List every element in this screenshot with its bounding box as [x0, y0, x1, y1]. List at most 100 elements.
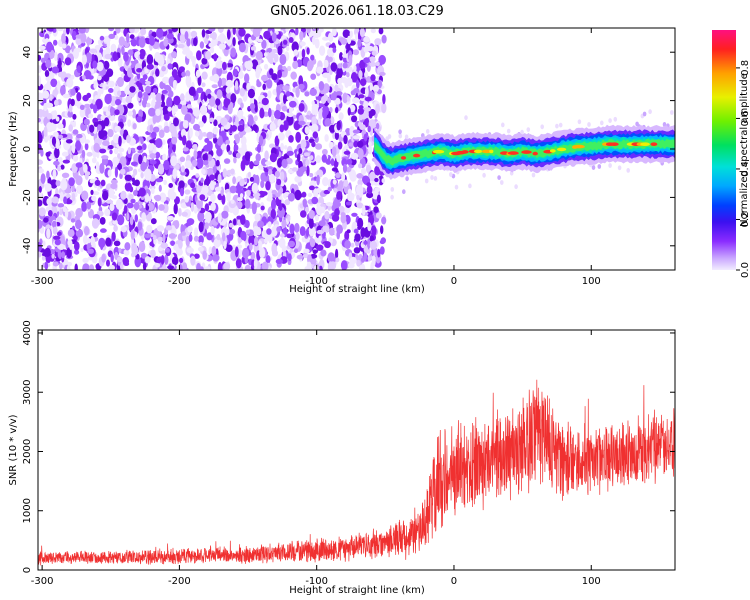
spectrogram-noise-cell — [101, 155, 109, 160]
spectrogram-noise-cell — [294, 175, 302, 183]
spectrogram-noise-cell — [190, 30, 198, 38]
spectrogram-noise-cell — [76, 65, 81, 73]
spectrogram-noise-cell — [314, 38, 320, 49]
spectrogram-noise-cell — [286, 95, 294, 101]
spectrogram-noise-cell — [301, 236, 306, 243]
spectrogram-noise-cell — [230, 47, 237, 58]
spectrogram-noise-cell — [76, 133, 83, 139]
spectrogram-noise-cell — [289, 223, 295, 235]
chart-title: GN05.2026.061.18.03.C29 — [270, 4, 444, 19]
spectrogram-noise-cell — [181, 104, 188, 115]
spectrogram-noise-cell — [137, 221, 143, 231]
spectrogram-noise-cell — [181, 231, 187, 236]
spectrogram-noise-cell — [89, 48, 97, 54]
spectrogram-noise-cell — [75, 162, 83, 168]
spectrogram-noise-cell — [202, 153, 208, 161]
spectrogram-noise-cell — [138, 187, 146, 197]
spectrogram-noise-cell — [280, 142, 284, 152]
spectrogram-noise-cell — [202, 160, 209, 166]
spectrogram-noise-cell — [55, 180, 61, 187]
spectrogram-noise-cell — [264, 63, 269, 70]
spectrogram-noise-cell — [347, 107, 351, 116]
spectrogram-noise-cell — [182, 135, 187, 146]
spectrogram-noise-cell — [135, 28, 140, 33]
colorbar-tick-label: 0.6 — [740, 110, 750, 126]
spectrogram-noise-cell — [76, 184, 83, 194]
spectrogram-noise-cell — [305, 135, 309, 141]
spectrogram-noise-cell — [57, 165, 62, 172]
spectrogram-noise-cell — [275, 258, 283, 265]
spectrogram-noise-cell — [208, 42, 215, 48]
spectrogram-noise-cell — [76, 92, 82, 102]
spectrogram-noise-cell — [131, 109, 137, 119]
spectrogram-noise-cell — [222, 135, 226, 142]
spectrogram-noise-cell — [351, 212, 358, 217]
spectrogram-noise-cell — [288, 135, 294, 143]
spectrogram-noise-cell — [134, 179, 140, 187]
spectrogram-noise-cell — [97, 52, 103, 63]
spectrogram-noise-cell — [43, 102, 48, 112]
spectrogram-noise-cell — [320, 206, 326, 214]
spectrogram-noise-cell — [44, 183, 52, 191]
spectrogram-ytick-label: -20 — [22, 189, 33, 205]
spectrogram-noise-cell — [234, 246, 239, 258]
spectrogram-noise-cell — [357, 217, 364, 229]
spectrogram-noise-cell — [213, 136, 217, 144]
spectrogram-noise-cell — [38, 92, 44, 104]
spectrogram-noise-cell — [220, 77, 228, 87]
spectrogram-noise-cell — [74, 263, 78, 270]
spectrogram-noise-cell — [349, 30, 353, 38]
spectrogram-noise-cell — [356, 173, 364, 179]
spectrogram-noise-cell — [322, 177, 329, 187]
spectrogram-noise-cell — [526, 127, 531, 132]
spectrogram-noise-cell — [316, 66, 324, 74]
spectrogram-noise-cell — [260, 172, 266, 182]
spectrogram-noise-cell — [269, 41, 275, 49]
spectrogram-noise-cell — [226, 29, 231, 40]
spectrogram-noise-cell — [75, 175, 83, 186]
spectrogram-noise-cell — [267, 221, 272, 228]
spectrogram-ridge-peak — [413, 153, 421, 158]
spectrogram-noise-cell — [133, 168, 138, 176]
spectrogram-noise-cell — [158, 204, 165, 211]
spectrogram-noise-cell — [357, 148, 364, 160]
spectrogram-noise-cell — [144, 174, 152, 181]
spectrogram-noise-cell — [327, 252, 335, 263]
spectrogram-noise-cell — [287, 112, 294, 118]
spectrogram-noise-cell — [304, 126, 310, 135]
spectrogram-noise-cell — [300, 210, 307, 218]
spectrogram-noise-cell — [374, 38, 382, 46]
spectrogram-noise-cell — [238, 42, 246, 53]
spectrogram-noise-cell — [322, 83, 330, 94]
colorbar-tick-label: 0.4 — [740, 161, 750, 177]
spectrogram-noise-cell — [88, 113, 94, 119]
spectrogram-ytick-label: 40 — [22, 46, 33, 59]
spectrogram-noise-cell — [358, 163, 363, 169]
spectrogram-noise-cell — [51, 196, 59, 204]
spectrogram-noise-cell — [167, 106, 172, 112]
spectrogram-noise-cell — [85, 52, 92, 64]
spectrogram-noise-cell — [114, 125, 121, 132]
spectrogram-noise-cell — [193, 37, 198, 47]
spectrogram-noise-cell — [260, 205, 265, 211]
spectrogram-noise-cell — [114, 166, 118, 178]
spectrogram-noise-cell — [358, 113, 364, 121]
spectrogram-noise-cell — [132, 123, 137, 130]
spectrogram-noise-cell — [343, 134, 348, 145]
spectrogram-noise-cell — [86, 238, 92, 244]
spectrogram-noise-cell — [195, 173, 200, 178]
spectrogram-noise-cell — [93, 104, 98, 114]
spectrogram-noise-cell — [257, 220, 264, 228]
spectrogram-noise-cell — [368, 119, 376, 129]
spectrogram-noise-cell — [116, 214, 125, 226]
spectrogram-noise-cell — [248, 114, 254, 126]
spectrogram-noise-cell — [375, 122, 380, 130]
spectrogram-noise-cell — [111, 212, 118, 221]
spectrogram-noise-cell — [53, 39, 58, 46]
spectrogram-noise-cell — [353, 88, 360, 94]
spectrogram-noise-cell — [613, 116, 618, 122]
spectrogram-noise-cell — [336, 153, 340, 163]
spectrogram-noise-cell — [220, 117, 228, 126]
spectrogram-noise-cell — [112, 219, 118, 225]
